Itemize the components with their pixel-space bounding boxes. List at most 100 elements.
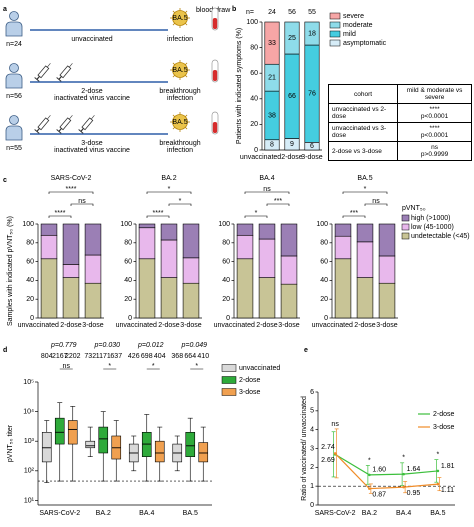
- bar-segment: [182, 282, 200, 319]
- y-tick-label: 80: [26, 240, 34, 247]
- virus: [172, 10, 188, 26]
- significance-label: *: [195, 363, 198, 370]
- outcome-label: infection: [167, 36, 193, 43]
- bar-segment: [182, 257, 200, 284]
- p-value: p=0.779: [50, 342, 77, 349]
- virus: [172, 62, 188, 78]
- y-tick-label: 100: [246, 19, 258, 26]
- virus-label: BA.5: [172, 119, 187, 126]
- box: [54, 417, 65, 445]
- bar-segment: [160, 239, 178, 278]
- bar-segment: [304, 21, 320, 46]
- data-label: 25: [288, 35, 296, 42]
- y-tick-label: 3: [310, 445, 314, 452]
- gmt-label: 804: [41, 353, 53, 360]
- syringe-handle: [34, 129, 40, 134]
- y-tick-label: 20: [124, 296, 132, 303]
- bar-segment: [62, 277, 80, 319]
- legend-label: 2-dose: [433, 411, 455, 418]
- legend-swatch: [401, 232, 410, 240]
- significance-bracket: [48, 215, 72, 218]
- vaccine-label: 2-dose: [81, 88, 103, 95]
- legend-swatch: [401, 214, 410, 222]
- significance-label: ns: [63, 363, 71, 370]
- legend-label: undetectable (<45): [411, 233, 470, 240]
- significance-label: *: [152, 363, 155, 370]
- x-tick-label: BA.4: [396, 510, 411, 517]
- data-label: 76: [308, 91, 316, 98]
- comparison-table: cohort mild & moderate vs severe unvacci…: [327, 84, 472, 161]
- data-label: 38: [268, 112, 276, 119]
- y-tick-label: 0: [128, 315, 132, 322]
- person-body: [5, 21, 23, 37]
- syringe: [34, 63, 51, 82]
- x-tick-label: 3-dose: [301, 154, 323, 161]
- bar-segment: [356, 277, 374, 319]
- y-tick-label: 80: [222, 240, 230, 247]
- y-tick-label: 60: [250, 70, 258, 77]
- blood: [212, 18, 218, 29]
- legend-swatch: [329, 21, 341, 29]
- table-header: cohort mild & moderate vs severe: [327, 84, 472, 104]
- significance-label: ns: [372, 198, 380, 205]
- bar-segment: [356, 241, 374, 278]
- data-label: 1.60: [372, 467, 386, 474]
- significance-label: ns: [331, 421, 339, 428]
- y-tick-label: 100: [218, 221, 230, 228]
- outcome-label: breakthrough: [159, 140, 200, 147]
- data-label: 0.87: [372, 491, 386, 498]
- header-cell: cohort: [327, 84, 399, 104]
- bar-segment: [138, 227, 156, 260]
- y-tick-label: 40: [222, 277, 230, 284]
- y-tick-label: 40: [320, 277, 328, 284]
- legend-swatch: [401, 223, 410, 231]
- syringe-needle: [68, 63, 73, 68]
- significance-bracket: [70, 203, 94, 206]
- legend-label: asymptomatic: [343, 40, 387, 47]
- data-label: 2.74: [321, 444, 335, 451]
- header-cell: mild & moderate vs severe: [397, 84, 472, 104]
- data-label: 18: [308, 30, 316, 37]
- gmt-label: 368: [171, 353, 183, 360]
- significance-label: ns: [263, 186, 271, 193]
- p-value: p>0.9999: [420, 151, 449, 158]
- person-head: [9, 11, 19, 21]
- y-tick-label: 20: [250, 121, 258, 128]
- legend-swatch: [329, 30, 341, 38]
- syringe-barrel: [81, 117, 94, 131]
- x-tick-label: 3-dose: [376, 322, 398, 329]
- legend-label: 3-dose: [433, 424, 455, 431]
- y-tick-label: 80: [124, 240, 132, 247]
- table-row: 2-dose vs 3-dose ns p>0.9999: [327, 141, 472, 161]
- x-tick-label: unvaccinated: [18, 322, 59, 329]
- y-tick-label: 0: [310, 502, 314, 509]
- person-head: [9, 115, 19, 125]
- box: [198, 442, 209, 463]
- x-tick-label: BA.5: [183, 510, 198, 517]
- stars: ns: [431, 144, 439, 151]
- p-value: p<0.0001: [420, 113, 449, 120]
- bar-segment: [160, 223, 178, 241]
- syringe-needle: [46, 63, 51, 68]
- point: [333, 452, 337, 455]
- significance-label: *: [179, 198, 182, 205]
- x-tick-label: BA.2: [362, 510, 377, 517]
- bar-segment: [84, 254, 102, 284]
- cohort-size: n=55: [6, 145, 22, 152]
- y-tick-label: 40: [124, 277, 132, 284]
- point: [402, 485, 405, 489]
- result-cell: ns p>0.9999: [397, 141, 472, 161]
- table: cohort mild & moderate vs severe unvacci…: [327, 84, 472, 161]
- data-label: 1.11: [441, 487, 454, 494]
- significance-label: ***: [350, 210, 358, 217]
- panel-label: b: [232, 6, 236, 13]
- x-tick-label: 3-dose: [180, 322, 202, 329]
- y-tick-label: 60: [222, 258, 230, 265]
- gmt-label: 664: [184, 353, 196, 360]
- data-label: 1.81: [441, 463, 455, 470]
- bar-segment: [334, 223, 352, 237]
- legend-label: 3-dose: [239, 389, 261, 396]
- vaccine-label: 3-dose: [81, 140, 103, 147]
- data-label: 0.95: [407, 490, 421, 497]
